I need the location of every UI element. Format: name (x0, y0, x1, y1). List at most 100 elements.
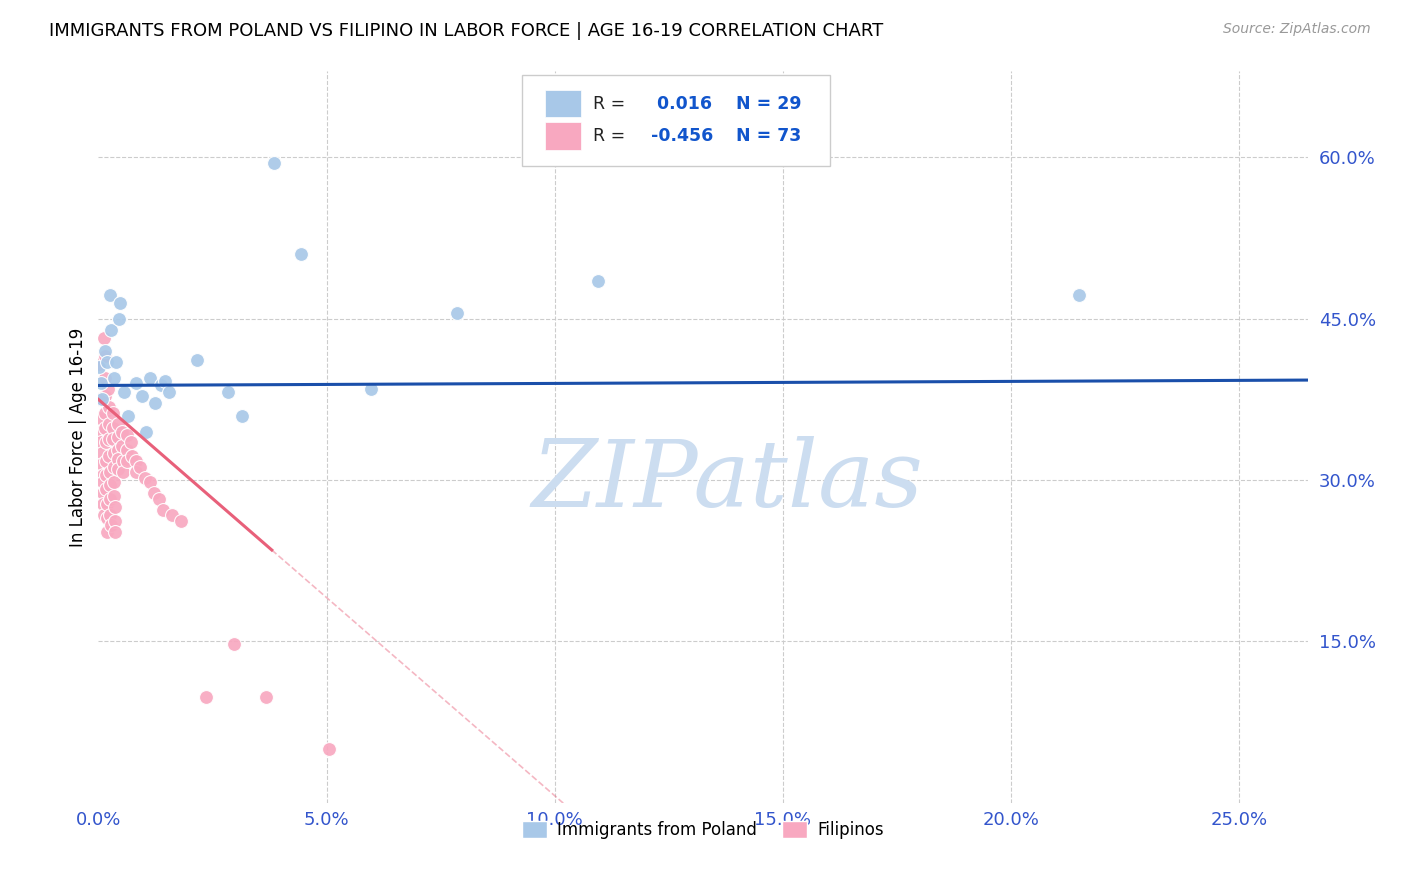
Point (263, 156, 285, 170)
Point (94, 389, 117, 403)
Point (111, 465, 134, 479)
Point (360, 382, 382, 396)
Point (104, 500, 127, 514)
Point (98, 492, 121, 507)
Point (254, 690, 277, 705)
Point (125, 376, 148, 391)
Point (290, 247, 312, 261)
Text: R =: R = (593, 127, 631, 145)
FancyBboxPatch shape (522, 75, 830, 167)
Point (152, 503, 174, 517)
Legend: Immigrants from Poland, Filipinos: Immigrants from Poland, Filipinos (516, 814, 890, 846)
Point (1067, 288, 1090, 302)
Point (217, 384, 239, 399)
Point (90, 435, 112, 450)
Point (129, 460, 152, 475)
Point (97, 400, 120, 414)
Point (91, 467, 114, 482)
Point (93, 497, 115, 511)
Point (91, 486, 114, 500)
Point (98, 432, 121, 446)
Point (98, 450, 121, 464)
Point (150, 378, 173, 392)
Point (186, 352, 208, 367)
Point (111, 454, 134, 468)
Point (96, 510, 118, 524)
Point (446, 306, 468, 320)
Point (115, 454, 138, 468)
Point (135, 425, 157, 439)
Point (91, 392, 114, 407)
Point (162, 508, 184, 522)
Point (138, 371, 160, 385)
Point (194, 690, 217, 705)
Point (108, 311, 131, 326)
Point (96, 355, 118, 369)
Point (100, 322, 122, 336)
Text: IMMIGRANTS FROM POLAND VS FILIPINO IN LABOR FORCE | AGE 16-19 CORRELATION CHART: IMMIGRANTS FROM POLAND VS FILIPINO IN LA… (49, 22, 883, 40)
Y-axis label: In Labor Force | Age 16-19: In Labor Force | Age 16-19 (69, 327, 87, 547)
Point (94, 406, 117, 420)
Point (89, 410, 111, 425)
Point (131, 389, 153, 403)
Point (121, 450, 143, 464)
Point (94, 344, 117, 359)
Point (89, 357, 111, 371)
Point (104, 514, 127, 528)
Point (224, 637, 246, 651)
Point (103, 371, 125, 385)
Point (97, 417, 120, 432)
Point (96, 497, 118, 511)
Point (148, 492, 170, 507)
Text: N = 73: N = 73 (735, 127, 801, 145)
Point (98, 465, 121, 479)
Point (115, 442, 138, 457)
Point (586, 274, 609, 288)
Point (134, 471, 156, 485)
Point (103, 432, 125, 446)
Point (110, 295, 132, 310)
Point (111, 425, 134, 439)
Point (96, 482, 118, 496)
Bar (544, 89, 581, 118)
Point (138, 475, 160, 490)
Text: ZIPatlas: ZIPatlas (531, 436, 924, 526)
Point (104, 355, 127, 369)
Point (157, 384, 180, 399)
Point (107, 451, 129, 466)
Point (120, 435, 142, 450)
Point (107, 442, 129, 457)
Point (153, 374, 176, 388)
Point (103, 489, 125, 503)
Point (94, 435, 117, 450)
Point (117, 409, 139, 423)
Point (90, 376, 112, 391)
Point (96, 467, 118, 482)
Point (94, 454, 117, 468)
Point (231, 409, 253, 423)
Point (89, 392, 111, 407)
Point (94, 371, 117, 385)
Point (90, 425, 112, 439)
Point (93, 350, 115, 364)
Point (103, 460, 125, 475)
Point (112, 384, 135, 399)
Point (98, 478, 121, 492)
Point (94, 421, 117, 435)
Point (125, 465, 148, 479)
Point (318, 742, 340, 756)
Point (103, 475, 125, 490)
Point (107, 462, 129, 476)
Point (91, 475, 114, 490)
Point (107, 417, 129, 432)
Point (90, 446, 112, 460)
Point (111, 439, 134, 453)
Point (96, 524, 118, 539)
Point (100, 518, 122, 533)
Text: N = 29: N = 29 (735, 95, 801, 112)
Point (125, 454, 148, 468)
Point (91, 457, 114, 471)
Point (170, 514, 193, 528)
Point (89, 360, 111, 375)
Point (93, 508, 115, 522)
